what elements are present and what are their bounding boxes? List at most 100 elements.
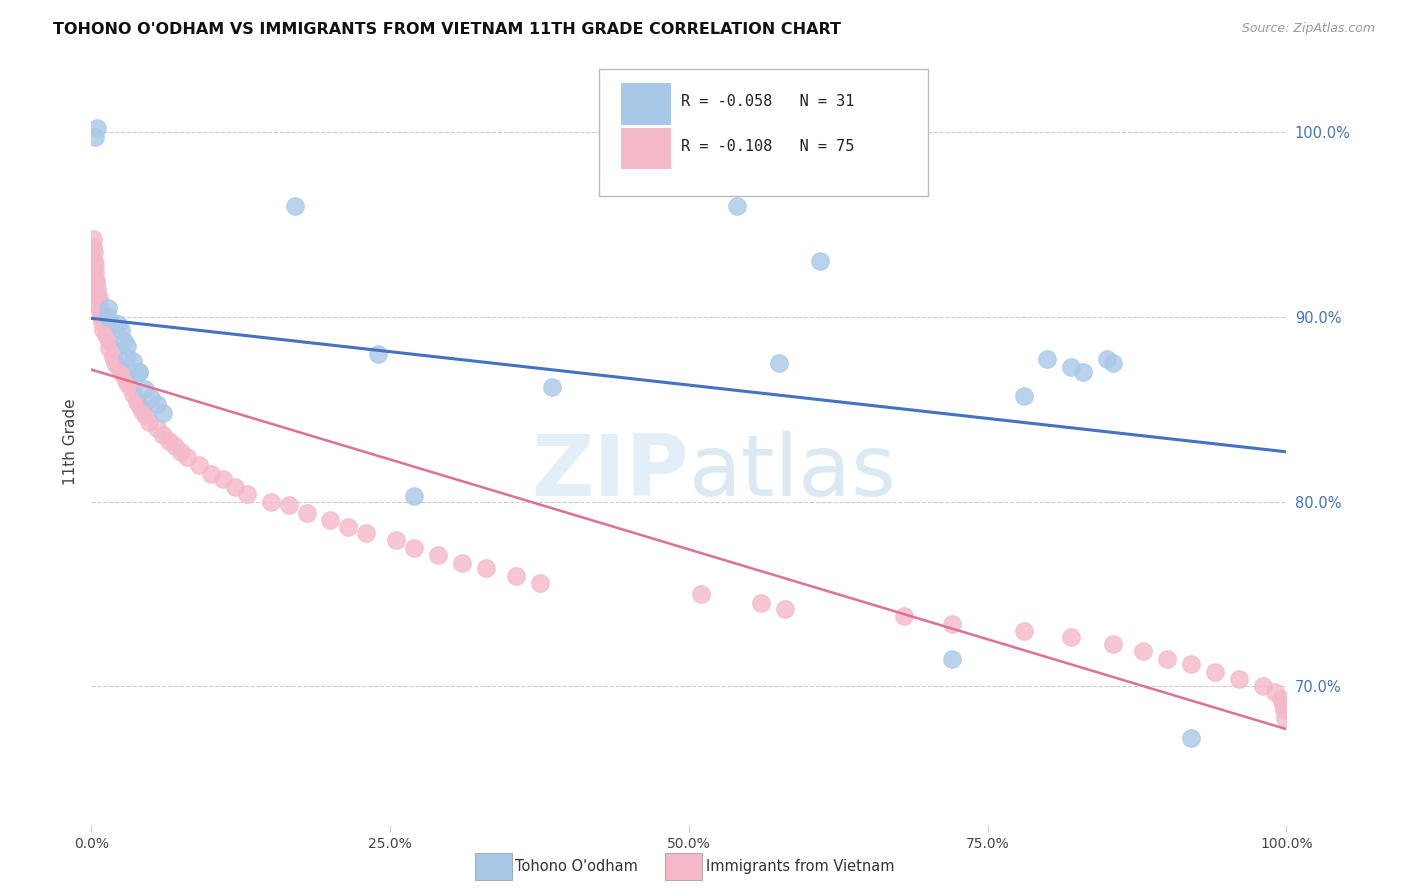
Point: [1060, 630, 1083, 644]
Point: [385, 533, 408, 548]
Point: [152, 428, 174, 442]
Point: [295, 506, 318, 520]
Point: [1132, 644, 1154, 658]
Point: [354, 526, 377, 541]
Point: [86, 282, 108, 296]
Point: [1274, 711, 1296, 725]
Point: [893, 609, 915, 624]
Point: [118, 380, 141, 394]
Point: [176, 450, 198, 465]
Point: [1270, 692, 1292, 706]
Point: [941, 616, 963, 631]
Point: [93, 323, 114, 337]
Point: [404, 489, 426, 503]
Y-axis label: 11th Grade: 11th Grade: [63, 398, 79, 485]
Point: [224, 480, 246, 494]
Point: [110, 323, 132, 337]
Point: [749, 596, 772, 610]
Point: [505, 568, 527, 582]
Point: [319, 513, 342, 527]
Point: [277, 498, 299, 512]
Point: [1271, 698, 1294, 712]
Point: [104, 356, 127, 370]
Point: [1180, 657, 1202, 672]
Point: [114, 371, 136, 385]
Point: [87, 299, 110, 313]
Text: atlas: atlas: [689, 431, 897, 514]
Point: [152, 406, 174, 420]
Point: [146, 420, 169, 434]
Text: Tohono O'odham: Tohono O'odham: [515, 859, 637, 873]
Point: [86, 121, 108, 136]
Point: [810, 254, 832, 268]
Point: [768, 356, 790, 370]
Point: [157, 434, 180, 448]
Text: R = -0.108   N = 75: R = -0.108 N = 75: [681, 138, 853, 153]
Point: [450, 556, 472, 570]
Point: [1156, 651, 1178, 665]
Point: [115, 351, 138, 365]
Point: [91, 315, 114, 329]
Point: [404, 541, 426, 555]
Text: TOHONO O'ODHAM VS IMMIGRANTS FROM VIETNAM 11TH GRADE CORRELATION CHART: TOHONO O'ODHAM VS IMMIGRANTS FROM VIETNA…: [53, 22, 841, 37]
Point: [110, 365, 132, 379]
FancyBboxPatch shape: [621, 128, 671, 169]
Text: ZIP: ZIP: [531, 431, 689, 514]
Point: [82, 239, 104, 253]
Point: [134, 382, 156, 396]
Point: [337, 520, 360, 534]
Point: [128, 399, 150, 413]
Point: [125, 394, 148, 409]
Point: [1071, 365, 1094, 379]
Point: [170, 444, 193, 458]
Point: [115, 339, 138, 353]
Point: [529, 576, 551, 591]
Point: [84, 277, 107, 291]
Point: [1036, 352, 1059, 367]
Point: [540, 380, 562, 394]
Point: [141, 391, 162, 405]
Point: [107, 359, 129, 374]
Point: [83, 254, 105, 268]
Point: [1264, 685, 1286, 699]
Point: [284, 199, 307, 213]
Point: [98, 341, 121, 355]
Point: [115, 376, 138, 391]
Point: [97, 310, 120, 324]
Point: [211, 472, 233, 486]
Point: [87, 291, 110, 305]
Point: [1097, 352, 1119, 367]
Point: [725, 199, 748, 213]
Point: [689, 587, 711, 601]
Point: [146, 397, 169, 411]
Text: R = -0.058   N = 31: R = -0.058 N = 31: [681, 95, 853, 109]
Point: [200, 467, 222, 481]
Point: [941, 651, 963, 665]
Point: [1012, 624, 1035, 638]
Point: [84, 130, 107, 145]
Point: [1102, 356, 1125, 370]
FancyBboxPatch shape: [599, 70, 928, 196]
Point: [1251, 680, 1274, 694]
Point: [89, 304, 111, 318]
Point: [84, 273, 107, 287]
Point: [86, 287, 108, 301]
Point: [426, 548, 449, 562]
Point: [1180, 731, 1202, 746]
Point: [1012, 389, 1035, 403]
Point: [1102, 637, 1125, 651]
Point: [131, 404, 153, 418]
Point: [163, 439, 186, 453]
Point: [1272, 704, 1295, 718]
Point: [474, 561, 498, 575]
Point: [128, 365, 150, 379]
Point: [122, 387, 145, 401]
Point: [138, 415, 160, 429]
Point: [367, 347, 389, 361]
Point: [235, 487, 259, 501]
Point: [128, 365, 150, 379]
Point: [1060, 359, 1083, 374]
FancyBboxPatch shape: [621, 83, 671, 125]
Point: [82, 232, 104, 246]
Point: [98, 334, 121, 348]
